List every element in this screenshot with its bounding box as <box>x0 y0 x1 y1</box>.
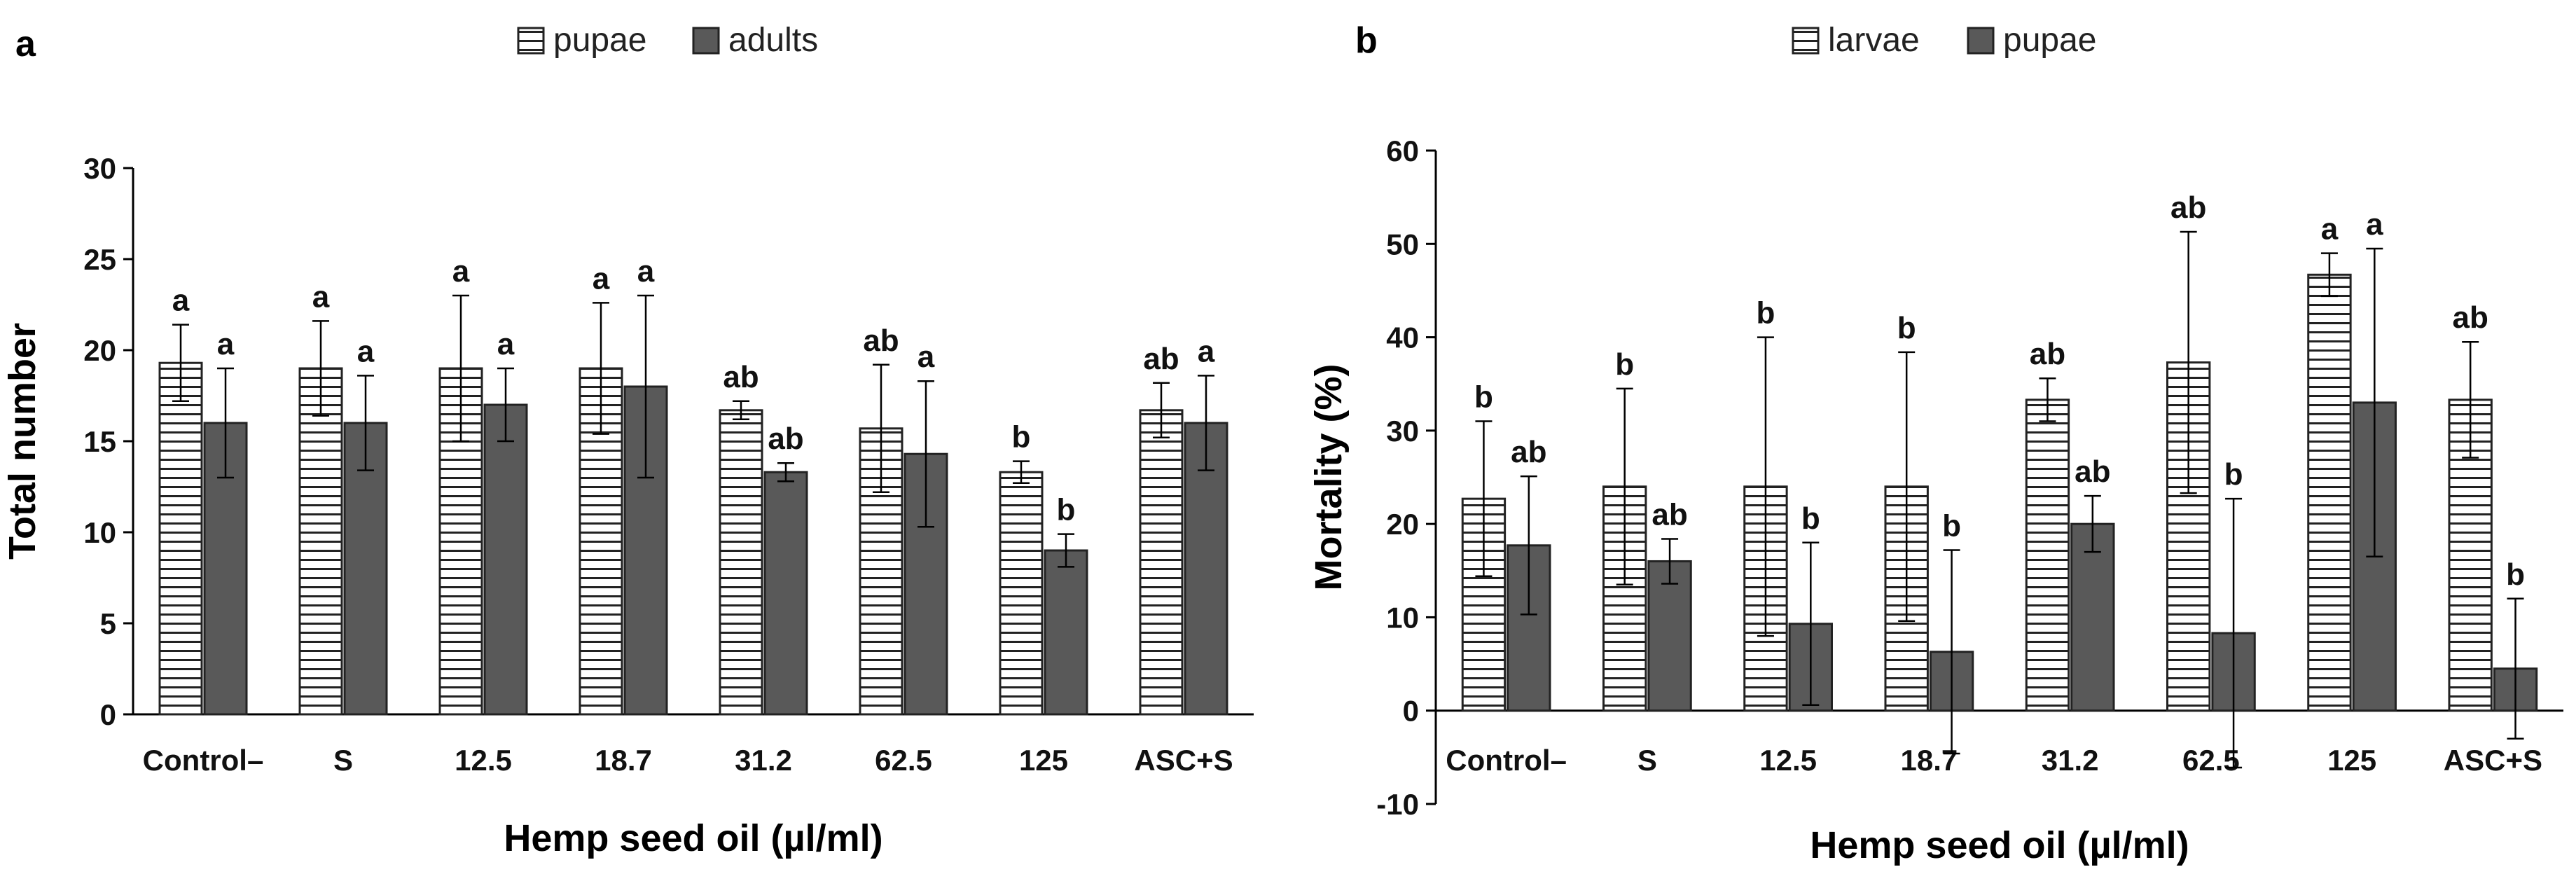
significance-label: b <box>1801 501 1820 536</box>
x-tick-label: 62.5 <box>2182 744 2240 777</box>
y-tick-label: 20 <box>83 334 116 367</box>
significance-label: a <box>312 279 330 314</box>
bar-pupae <box>158 361 203 716</box>
y-axis-title: Mortality (%) <box>1308 364 1350 591</box>
significance-label: a <box>2321 212 2339 247</box>
significance-label: ab <box>1143 342 1179 376</box>
bar-pupae <box>2070 522 2115 712</box>
significance-label: b <box>1897 311 1916 345</box>
legend-label-adults: adults <box>728 22 818 59</box>
bar-adults <box>1184 422 1228 716</box>
x-tick-label: S <box>333 744 353 777</box>
significance-label: a <box>917 340 935 374</box>
x-tick-label: 31.2 <box>2042 744 2099 777</box>
x-tick-label: S <box>1637 744 1657 777</box>
y-tick-label: 10 <box>83 516 116 549</box>
x-tick-label: 125 <box>2327 744 2376 777</box>
y-tick-label: 0 <box>1403 695 1419 728</box>
y-tick-label: 50 <box>1386 228 1419 261</box>
legend-swatch-larvae <box>1792 27 1820 55</box>
significance-label: b <box>1756 296 1775 331</box>
x-tick-label: ASC+S <box>2444 744 2542 777</box>
legend-swatch-adults <box>692 27 720 55</box>
x-tick-label: 62.5 <box>875 744 932 777</box>
legend-swatch-pupae <box>517 27 545 55</box>
significance-label: a <box>593 261 610 296</box>
panel-label: a <box>15 24 36 64</box>
x-tick-label: 12.5 <box>1759 744 1817 777</box>
significance-label: ab <box>2170 190 2206 225</box>
significance-label: b <box>1057 493 1076 527</box>
y-tick-label: 0 <box>100 698 116 731</box>
x-axis-title: Hemp seed oil (µl/ml) <box>504 817 882 859</box>
legend-label-pupae: pupae <box>553 22 646 59</box>
x-tick-label: ASC+S <box>1134 744 1233 777</box>
bar-pupae <box>719 409 763 716</box>
significance-label: b <box>1942 508 1961 543</box>
y-tick-label: 25 <box>83 243 116 276</box>
bar-larvae <box>2025 398 2070 712</box>
legend-swatch-pupae <box>1967 27 1995 55</box>
y-tick-label: 10 <box>1386 601 1419 634</box>
panel-label: b <box>1355 20 1378 61</box>
significance-label: a <box>1198 334 1215 368</box>
significance-label: ab <box>863 324 899 358</box>
bar-larvae <box>2448 398 2493 712</box>
bar-larvae <box>2307 273 2352 712</box>
significance-label: ab <box>1651 497 1687 532</box>
y-tick-label: 60 <box>1386 134 1419 167</box>
bar-pupae <box>1647 560 1692 712</box>
x-tick-label: Control– <box>143 744 264 777</box>
bar-adults <box>343 422 388 716</box>
significance-label: ab <box>723 360 759 394</box>
significance-label: ab <box>2453 300 2488 335</box>
x-tick-label: 125 <box>1019 744 1068 777</box>
y-tick-label: 20 <box>1386 508 1419 541</box>
significance-label: a <box>497 327 515 361</box>
x-axis-title: Hemp seed oil (µl/ml) <box>1810 824 2189 866</box>
significance-label: ab <box>2030 337 2065 371</box>
y-axis-title: Total number <box>1 323 43 560</box>
bar-pupae <box>298 367 343 716</box>
x-tick-label: 18.7 <box>1901 744 1958 777</box>
y-tick-label: 40 <box>1386 321 1419 354</box>
bar-pupae <box>999 471 1044 716</box>
x-tick-label: 31.2 <box>735 744 792 777</box>
significance-label: ab <box>1511 435 1546 469</box>
y-tick-label: 15 <box>83 425 116 458</box>
x-tick-label: 12.5 <box>455 744 512 777</box>
bar-adults <box>1044 549 1088 716</box>
significance-label: a <box>172 284 190 318</box>
significance-label: a <box>217 327 235 361</box>
significance-label: a <box>357 334 375 368</box>
significance-label: a <box>2366 207 2383 242</box>
significance-label: b <box>1012 420 1031 455</box>
bar-adults <box>483 403 528 716</box>
y-tick-label: 5 <box>100 607 116 640</box>
significance-label: b <box>1615 347 1634 382</box>
significance-label: a <box>637 254 655 289</box>
x-tick-label: Control– <box>1446 744 1567 777</box>
significance-label: ab <box>2075 455 2110 489</box>
y-tick-label: 30 <box>83 152 116 185</box>
x-tick-label: 18.7 <box>595 744 652 777</box>
legend-label-pupae: pupae <box>2003 22 2096 59</box>
legend-label-larvae: larvae <box>1828 22 1920 59</box>
y-tick-label: 30 <box>1386 415 1419 448</box>
bar-adults <box>763 471 808 716</box>
significance-label: b <box>2506 557 2525 592</box>
significance-label: ab <box>768 422 803 456</box>
significance-label: b <box>1474 380 1493 415</box>
significance-label: a <box>452 254 470 289</box>
bar-pupae <box>1139 409 1184 716</box>
significance-label: b <box>2224 457 2243 492</box>
y-tick-label: -10 <box>1376 788 1419 821</box>
